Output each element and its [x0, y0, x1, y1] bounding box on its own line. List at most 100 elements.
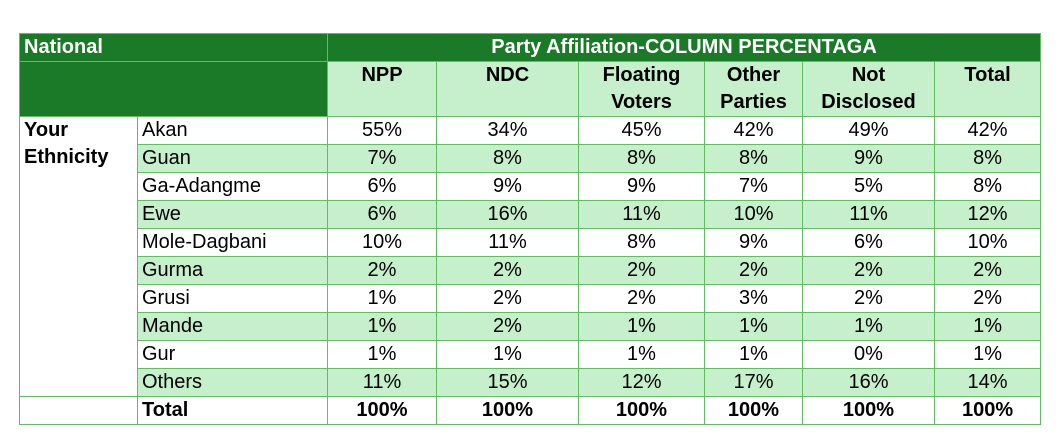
table-cell: 16%	[802, 368, 935, 397]
table-cell: 2%	[436, 312, 579, 341]
table-cell: 2%	[578, 284, 705, 313]
table-cell: 1%	[578, 312, 705, 341]
table-cell: 8%	[704, 144, 803, 173]
table-cell: 3%	[704, 284, 803, 313]
corner-label: National	[19, 33, 328, 62]
table-cell: 1%	[436, 340, 579, 369]
table-cell: 1%	[327, 284, 437, 313]
table-cell: 6%	[327, 200, 437, 229]
table-cell: 5%	[802, 172, 935, 201]
table-row: Others 11% 15% 12% 17% 16% 14%	[20, 368, 1042, 397]
table-cell: 10%	[327, 228, 437, 257]
table-cell: 0%	[802, 340, 935, 369]
table-cell: 34%	[436, 116, 579, 145]
table-cell: 2%	[704, 256, 803, 285]
group-header: Party Affiliation-COLUMN PERCENTAGA	[326, 33, 1042, 62]
table-row: Gurma 2% 2% 2% 2% 2% 2%	[20, 256, 1042, 285]
column-header: Total	[933, 61, 1042, 117]
column-header: Not Disclosed	[802, 61, 935, 117]
table-cell: 14%	[933, 368, 1042, 397]
total-cell: 100%	[578, 396, 705, 425]
total-cell: 100%	[933, 396, 1042, 425]
column-header: Floating Voters	[578, 61, 705, 117]
total-cell: 100%	[802, 396, 935, 425]
table-cell: 2%	[933, 284, 1042, 313]
table-row: Mande 1% 2% 1% 1% 1% 1%	[20, 312, 1042, 341]
header-row-2: NPP NDC Floating Voters Other Parties Not Di…	[19, 61, 1042, 117]
table-cell: 12%	[578, 368, 705, 397]
table-cell: 10%	[933, 228, 1042, 257]
row-label: Mande	[137, 312, 328, 341]
table-cell: 1%	[933, 340, 1042, 369]
row-label: Akan	[137, 116, 328, 145]
table-cell: 9%	[704, 228, 803, 257]
table-cell: 9%	[578, 172, 705, 201]
table-cell: 1%	[802, 312, 935, 341]
table-cell: 9%	[802, 144, 935, 173]
header-blank-cell	[19, 61, 328, 117]
table-cell: 8%	[578, 228, 705, 257]
table-cell: 1%	[704, 312, 803, 341]
row-group-label: Your Ethnicity	[19, 116, 138, 397]
table-row: Mole-Dagbani 10% 11% 8% 9% 6% 10%	[20, 228, 1042, 257]
table-cell: 11%	[327, 368, 437, 397]
table-cell: 2%	[802, 284, 935, 313]
table-cell: 10%	[704, 200, 803, 229]
row-label: Gurma	[137, 256, 328, 285]
table-cell: 55%	[327, 116, 437, 145]
crosstab-table: National Party Affiliation-COLUMN PERCEN…	[19, 33, 1042, 425]
table-row: Grusi 1% 2% 2% 3% 2% 2%	[20, 284, 1042, 313]
table-cell: 1%	[578, 340, 705, 369]
table-cell: 1%	[327, 312, 437, 341]
table-row: Ga-Adangme 6% 9% 9% 7% 5% 8%	[20, 172, 1042, 201]
column-header: Other Parties	[704, 61, 803, 117]
table-cell: 45%	[578, 116, 705, 145]
total-blank-cell	[19, 396, 138, 425]
table-cell: 16%	[436, 200, 579, 229]
table-cell: 2%	[327, 256, 437, 285]
table-cell: 11%	[436, 228, 579, 257]
table-cell: 15%	[436, 368, 579, 397]
table-cell: 1%	[933, 312, 1042, 341]
total-cell: 100%	[704, 396, 803, 425]
table-cell: 42%	[704, 116, 803, 145]
table-cell: 8%	[436, 144, 579, 173]
table-cell: 42%	[933, 116, 1042, 145]
table-cell: 2%	[436, 256, 579, 285]
table-row: Gur 1% 1% 1% 1% 0% 1%	[20, 340, 1042, 369]
table-cell: 17%	[704, 368, 803, 397]
row-label: Gur	[137, 340, 328, 369]
table-row: Ewe 6% 16% 11% 10% 11% 12%	[20, 200, 1042, 229]
row-label: Others	[137, 368, 328, 397]
table-cell: 6%	[327, 172, 437, 201]
total-label: Total	[137, 396, 328, 425]
table-cell: 11%	[802, 200, 935, 229]
total-cell: 100%	[436, 396, 579, 425]
table-cell: 1%	[704, 340, 803, 369]
table-cell: 7%	[704, 172, 803, 201]
row-label: Guan	[137, 144, 328, 173]
table-cell: 9%	[436, 172, 579, 201]
table-cell: 2%	[578, 256, 705, 285]
table-cell: 8%	[933, 172, 1042, 201]
total-cell: 100%	[327, 396, 437, 425]
table-cell: 49%	[802, 116, 935, 145]
table-cell: 7%	[327, 144, 437, 173]
table-cell: 12%	[933, 200, 1042, 229]
table-row: Guan 7% 8% 8% 8% 9% 8%	[20, 144, 1042, 173]
header-row-1: National Party Affiliation-COLUMN PERCEN…	[19, 33, 1042, 62]
table-cell: 8%	[578, 144, 705, 173]
table-cell: 1%	[327, 340, 437, 369]
table-cell: 11%	[578, 200, 705, 229]
table-cell: 2%	[436, 284, 579, 313]
column-header: NPP	[327, 61, 437, 117]
table-row: Your Ethnicity Akan 55% 34% 45% 42% 49% 42%	[19, 116, 1042, 397]
table-cell: 8%	[933, 144, 1042, 173]
row-label: Mole-Dagbani	[137, 228, 328, 257]
row-label: Grusi	[137, 284, 328, 313]
column-header: NDC	[436, 61, 579, 117]
total-row: Total 100% 100% 100% 100% 100% 100%	[19, 396, 1042, 425]
table-cell: 6%	[802, 228, 935, 257]
row-label: Ga-Adangme	[137, 172, 328, 201]
table-cell: 2%	[802, 256, 935, 285]
